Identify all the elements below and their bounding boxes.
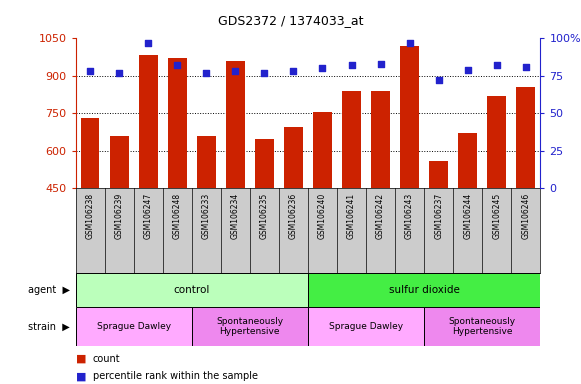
Text: GDS2372 / 1374033_at: GDS2372 / 1374033_at [218,14,363,27]
Text: GSM106234: GSM106234 [231,192,240,238]
Text: ■: ■ [76,371,86,381]
Text: ■: ■ [76,354,86,364]
Bar [168,58,187,188]
Text: GSM106238: GSM106238 [85,192,95,238]
Text: GSM106239: GSM106239 [114,192,124,238]
Text: GSM106241: GSM106241 [347,192,356,238]
Text: GSM106243: GSM106243 [405,192,414,238]
Text: agent  ▶: agent ▶ [28,285,70,295]
Text: Spontaneously
Hypertensive: Spontaneously Hypertensive [216,317,284,336]
Bar [110,136,128,188]
Text: Spontaneously
Hypertensive: Spontaneously Hypertensive [449,317,516,336]
Bar [308,273,540,307]
Point [289,68,298,74]
Point [85,68,95,74]
Bar [458,133,477,188]
Text: GSM106237: GSM106237 [434,192,443,238]
Point [231,68,240,74]
Bar [139,55,157,188]
Bar [371,91,390,188]
Point [405,40,414,46]
Text: GSM106248: GSM106248 [173,192,182,238]
Text: sulfur dioxide: sulfur dioxide [389,285,460,295]
Bar [76,273,308,307]
Text: count: count [93,354,121,364]
Bar [308,307,424,346]
Point [347,62,356,68]
Text: GSM106245: GSM106245 [492,192,501,238]
Text: percentile rank within the sample: percentile rank within the sample [93,371,258,381]
Point [318,65,327,71]
Bar [192,307,308,346]
Point [173,62,182,68]
Bar [197,136,216,188]
Bar [284,127,303,188]
Bar [517,87,535,188]
Bar [255,139,274,188]
Point [492,62,501,68]
Text: GSM106233: GSM106233 [202,192,211,238]
Text: GSM106235: GSM106235 [260,192,269,238]
Point [376,61,385,67]
Point [260,70,269,76]
Text: GSM106236: GSM106236 [289,192,298,238]
Text: strain  ▶: strain ▶ [28,321,70,331]
Point [114,70,124,76]
Bar [226,61,245,188]
Text: GSM106247: GSM106247 [144,192,153,238]
Text: GSM106242: GSM106242 [376,192,385,238]
Bar [342,91,361,188]
Text: Sprague Dawley: Sprague Dawley [96,322,171,331]
Text: control: control [174,285,210,295]
Bar [487,96,506,188]
Bar [76,307,192,346]
Text: GSM106244: GSM106244 [463,192,472,238]
Text: Sprague Dawley: Sprague Dawley [329,322,403,331]
Bar [81,118,99,188]
Bar [429,161,448,188]
Point [463,67,472,73]
Point [144,40,153,46]
Text: GSM106240: GSM106240 [318,192,327,238]
Bar [313,112,332,188]
Point [521,64,530,70]
Point [202,70,211,76]
Point [434,77,443,83]
Bar [424,307,540,346]
Text: GSM106246: GSM106246 [521,192,530,238]
Bar [400,46,419,188]
